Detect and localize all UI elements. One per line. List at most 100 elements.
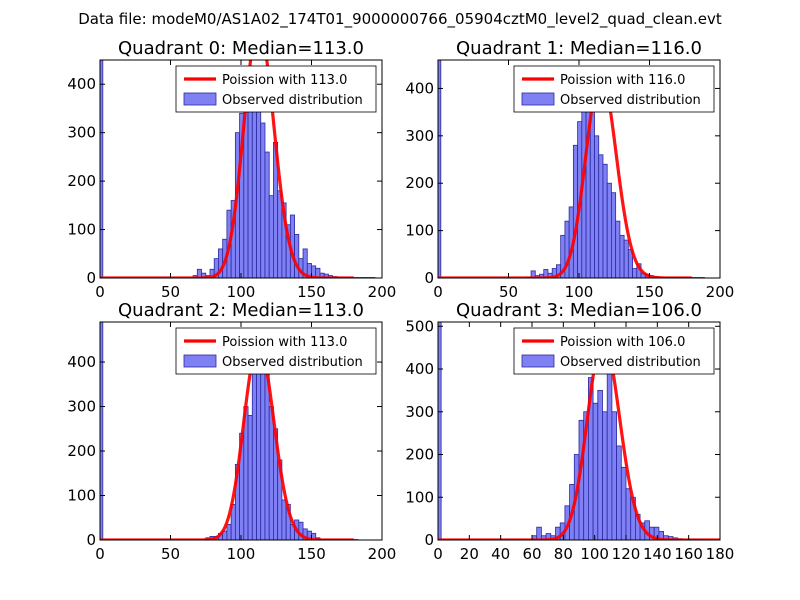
histogram-bar-zero bbox=[100, 322, 104, 540]
y-tick-label: 0 bbox=[86, 531, 96, 549]
histogram-bar bbox=[294, 233, 300, 278]
legend-bar-swatch bbox=[521, 354, 555, 368]
histogram-bar bbox=[611, 192, 617, 278]
histogram-bar bbox=[268, 195, 274, 278]
figure-suptitle: Data file: modeM0/AS1A02_174T01_90000007… bbox=[78, 10, 722, 29]
y-tick-label: 100 bbox=[405, 488, 434, 506]
histogram-bar bbox=[260, 361, 266, 540]
x-tick-label: 20 bbox=[460, 545, 479, 563]
histogram-bar bbox=[226, 524, 232, 540]
histogram-bar bbox=[615, 220, 621, 278]
x-tick-label: 120 bbox=[612, 545, 641, 563]
legend-label-observed: Observed distribution bbox=[560, 355, 701, 370]
x-tick-label: 50 bbox=[161, 545, 180, 563]
legend: Poission with 113.0 Observed distribution bbox=[175, 327, 377, 375]
histogram-bar bbox=[592, 402, 599, 540]
legend-bar-swatch bbox=[183, 92, 217, 106]
histogram-bar bbox=[619, 234, 625, 278]
legend: Poission with 106.0 Observed distribution bbox=[513, 327, 715, 375]
histogram-bar bbox=[536, 526, 542, 540]
histogram-bar bbox=[247, 415, 253, 540]
y-tick-label: 500 bbox=[405, 317, 434, 335]
legend-label-poisson: Poission with 116.0 bbox=[560, 73, 685, 88]
x-tick-label: 200 bbox=[706, 283, 735, 301]
subplot-title: Quadrant 1: Median=116.0 bbox=[456, 38, 702, 59]
x-tick-label: 0 bbox=[433, 283, 443, 301]
y-tick-label: 0 bbox=[86, 269, 96, 287]
histogram-bar-zero bbox=[438, 60, 442, 278]
legend-bar-swatch bbox=[521, 92, 555, 106]
histogram-bar bbox=[260, 122, 266, 278]
histogram-bar bbox=[256, 103, 262, 278]
histogram-bar bbox=[572, 144, 578, 278]
legend: Poission with 113.0 Observed distribution bbox=[175, 65, 377, 113]
x-tick-label: 60 bbox=[522, 545, 541, 563]
histogram-bar bbox=[606, 182, 612, 278]
histogram-bar bbox=[623, 239, 629, 278]
y-tick-label: 400 bbox=[405, 79, 434, 97]
y-tick-label: 400 bbox=[67, 75, 96, 93]
x-tick-label: 40 bbox=[491, 545, 510, 563]
subplot-title: Quadrant 0: Median=113.0 bbox=[118, 38, 364, 59]
y-tick-label: 200 bbox=[405, 174, 434, 192]
histogram-bar bbox=[606, 372, 613, 540]
subplot-title: Quadrant 3: Median=106.0 bbox=[456, 300, 702, 321]
y-tick-label: 100 bbox=[67, 487, 96, 505]
histogram-bar bbox=[268, 406, 274, 540]
legend-label-observed: Observed distribution bbox=[222, 355, 363, 370]
y-tick-label: 300 bbox=[67, 124, 96, 142]
subplot-1: 0 50 100 150 200 0 100 200 300 400 Quadrant 1: Med… bbox=[405, 38, 734, 301]
x-tick-label: 140 bbox=[643, 545, 672, 563]
x-tick-label: 200 bbox=[368, 283, 397, 301]
y-tick-label: 100 bbox=[405, 222, 434, 240]
y-tick-label: 300 bbox=[405, 403, 434, 421]
histogram-bar bbox=[264, 151, 270, 278]
subplot-2: 0 50 100 150 200 0 100 200 300 400 Quadrant 2: Med… bbox=[67, 300, 396, 563]
axes-frame bbox=[437, 321, 721, 541]
x-tick-label: 180 bbox=[706, 545, 735, 563]
histogram-bar bbox=[616, 445, 622, 540]
x-tick-label: 150 bbox=[297, 283, 326, 301]
y-tick-label: 200 bbox=[67, 172, 96, 190]
legend-label-poisson: Poission with 106.0 bbox=[560, 335, 685, 350]
legend: Poission with 116.0 Observed distribution bbox=[513, 65, 715, 113]
y-tick-label: 400 bbox=[405, 360, 434, 378]
histogram-bar bbox=[611, 411, 618, 540]
plot-area bbox=[100, 322, 359, 540]
y-tick-label: 300 bbox=[67, 398, 96, 416]
y-tick-label: 0 bbox=[424, 531, 434, 549]
legend-bar-swatch bbox=[183, 354, 217, 368]
y-tick-label: 100 bbox=[67, 221, 96, 239]
legend-label-observed: Observed distribution bbox=[222, 93, 363, 108]
histogram-bar bbox=[620, 466, 627, 540]
x-tick-label: 50 bbox=[499, 283, 518, 301]
x-tick-label: 0 bbox=[433, 545, 443, 563]
x-tick-label: 100 bbox=[565, 283, 594, 301]
legend-label-observed: Observed distribution bbox=[560, 93, 701, 108]
histogram-bar bbox=[281, 499, 287, 540]
plot-area bbox=[100, 60, 376, 278]
histogram-bar-zero bbox=[100, 60, 104, 278]
x-tick-label: 0 bbox=[95, 545, 105, 563]
x-tick-label: 50 bbox=[161, 283, 180, 301]
histogram-bar bbox=[251, 352, 257, 540]
histogram-bar bbox=[597, 389, 603, 540]
x-tick-label: 150 bbox=[297, 545, 326, 563]
y-tick-label: 0 bbox=[424, 269, 434, 287]
y-tick-label: 300 bbox=[405, 127, 434, 145]
y-tick-label: 200 bbox=[67, 442, 96, 460]
histogram-bar bbox=[251, 83, 257, 278]
histogram-bar bbox=[602, 163, 608, 278]
x-tick-label: 200 bbox=[368, 545, 397, 563]
histogram-bar bbox=[598, 154, 604, 278]
histogram-bar bbox=[602, 411, 608, 540]
histogram-bar bbox=[632, 268, 638, 278]
x-tick-label: 80 bbox=[554, 545, 573, 563]
x-tick-label: 0 bbox=[95, 283, 105, 301]
x-tick-label: 150 bbox=[635, 283, 664, 301]
histogram-bar bbox=[594, 135, 600, 278]
y-tick-label: 200 bbox=[405, 446, 434, 464]
histogram-bar-zero bbox=[438, 322, 442, 540]
histogram-bar bbox=[625, 488, 632, 540]
